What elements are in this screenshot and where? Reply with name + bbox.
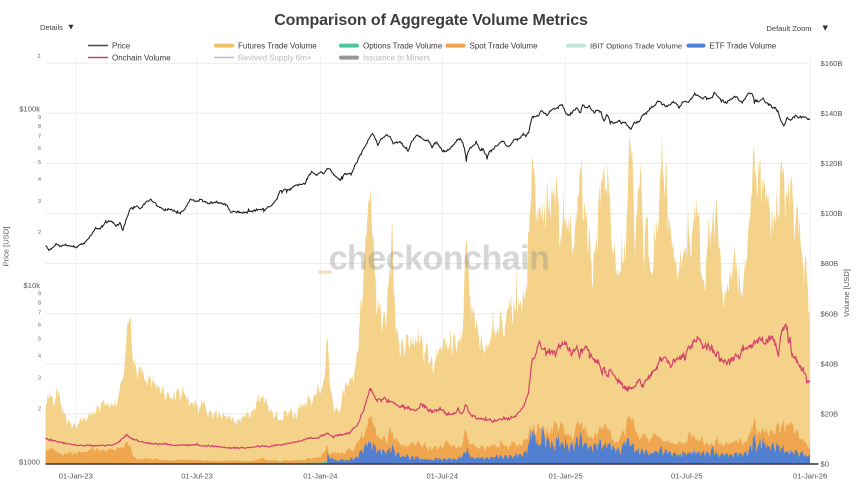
svg-text:4: 4	[38, 177, 41, 183]
svg-text:2: 2	[38, 407, 41, 413]
svg-text:$100B: $100B	[821, 209, 843, 218]
svg-text:2: 2	[38, 230, 41, 236]
svg-text:checkonchain: checkonchain	[329, 240, 550, 278]
svg-text:$1000: $1000	[19, 458, 40, 467]
svg-text:3: 3	[38, 376, 41, 382]
svg-text:8: 8	[38, 300, 41, 306]
svg-text:7: 7	[38, 311, 41, 317]
svg-text:$160B: $160B	[821, 59, 843, 68]
svg-text:$10k: $10k	[24, 281, 41, 290]
svg-text:01-Jan-24: 01-Jan-24	[303, 472, 337, 481]
svg-text:01-Jul-24: 01-Jul-24	[426, 472, 458, 481]
svg-text:$60B: $60B	[821, 309, 839, 318]
svg-text:Onchain Volume: Onchain Volume	[112, 53, 171, 62]
svg-text:$20B: $20B	[821, 410, 839, 419]
svg-text:Default Zoom: Default Zoom	[767, 24, 812, 33]
svg-text:5: 5	[38, 160, 41, 166]
svg-text:Spot Trade Volume: Spot Trade Volume	[470, 41, 539, 50]
svg-text:Comparison of Aggregate Volume: Comparison of Aggregate Volume Metrics	[274, 12, 588, 29]
svg-text:Revived Supply 6m+: Revived Supply 6m+	[238, 53, 312, 62]
svg-text:6: 6	[38, 323, 41, 329]
svg-text:01-Jan-26: 01-Jan-26	[793, 472, 827, 481]
svg-text:01-Jan-23: 01-Jan-23	[59, 472, 93, 481]
svg-text:$80B: $80B	[821, 259, 839, 268]
svg-text:IBIT Options Trade Volume: IBIT Options Trade Volume	[590, 41, 682, 50]
svg-text:$140B: $140B	[821, 109, 843, 118]
svg-text:9: 9	[38, 291, 41, 297]
svg-text:ETF Trade Volume: ETF Trade Volume	[710, 41, 777, 50]
svg-text:2: 2	[38, 54, 41, 60]
svg-text:Price: Price	[112, 41, 131, 50]
svg-text:$0: $0	[821, 460, 829, 469]
svg-text:Options Trade Volume: Options Trade Volume	[363, 41, 443, 50]
svg-text:7: 7	[38, 134, 41, 140]
svg-text:Volume [USD]: Volume [USD]	[842, 269, 851, 317]
svg-text:Futures Trade Volume: Futures Trade Volume	[238, 41, 317, 50]
svg-text:3: 3	[38, 199, 41, 205]
svg-text:Details: Details	[40, 23, 63, 32]
svg-text:$40B: $40B	[821, 359, 839, 368]
svg-text:Issuance to Miners: Issuance to Miners	[363, 53, 430, 62]
svg-text:8: 8	[38, 124, 41, 130]
svg-text:6: 6	[38, 146, 41, 152]
svg-text:$120B: $120B	[821, 159, 843, 168]
svg-text:4: 4	[38, 354, 41, 360]
svg-text:01-Jul-25: 01-Jul-25	[671, 472, 703, 481]
svg-text:01-Jul-23: 01-Jul-23	[181, 472, 213, 481]
svg-text:01-Jan-25: 01-Jan-25	[548, 472, 582, 481]
svg-text:Price [USD]: Price [USD]	[2, 227, 11, 267]
svg-text:$100k: $100k	[19, 105, 40, 114]
svg-text:5: 5	[38, 336, 41, 342]
svg-text:9: 9	[38, 115, 41, 121]
